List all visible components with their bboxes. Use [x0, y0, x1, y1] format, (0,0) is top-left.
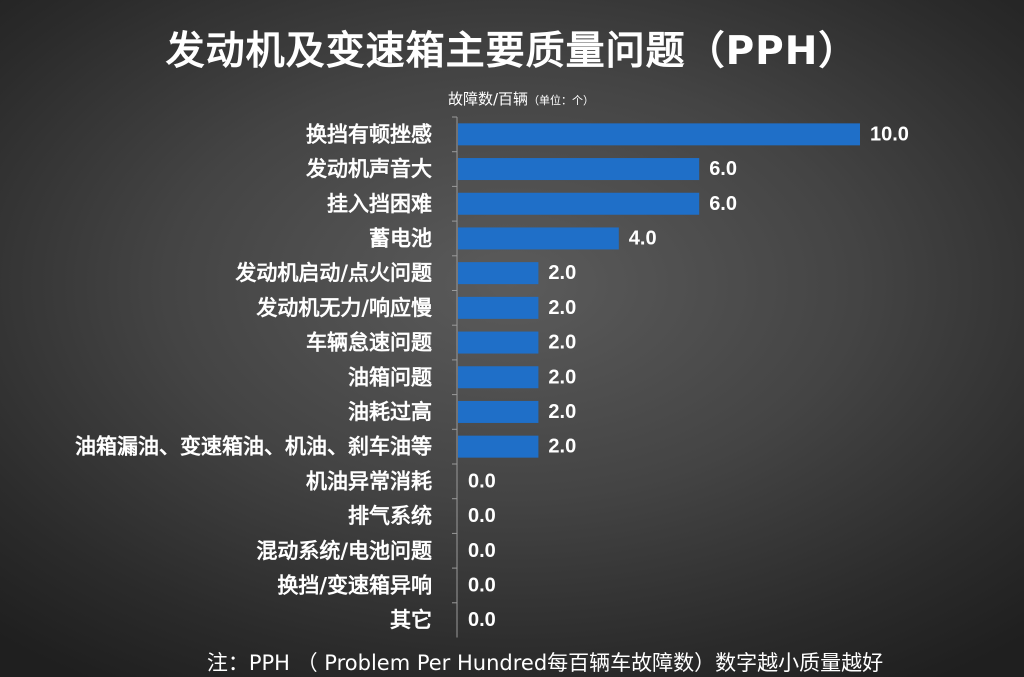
- category-label: 油箱问题: [348, 365, 433, 389]
- category-label: 换挡有顿挫感: [306, 122, 432, 146]
- data-label: 0.0: [468, 574, 496, 596]
- bar: [458, 366, 539, 389]
- category-label: 发动机启动/点火问题: [234, 261, 433, 285]
- category-label: 发动机无力/响应慢: [255, 296, 433, 320]
- category-label: 车辆怠速问题: [306, 331, 433, 355]
- category-label: 排气系统: [348, 504, 432, 528]
- unit-label-note: （单位：个）: [528, 94, 595, 107]
- footnote: 注：PPH （ Problem Per Hundred每百辆车故障数）数字越小质…: [206, 651, 884, 675]
- unit-label-main: 故障数/百辆: [448, 90, 529, 108]
- category-label: 机油异常消耗: [306, 469, 432, 493]
- data-label: 0.0: [468, 540, 496, 562]
- data-label: 0.0: [468, 470, 496, 492]
- bar: [458, 227, 619, 250]
- bar: [458, 331, 539, 354]
- category-label: 发动机声音大: [305, 157, 432, 181]
- data-label: 6.0: [709, 158, 737, 180]
- chart-title: 发动机及变速箱主要质量问题（PPH）: [165, 29, 859, 74]
- category-label: 混动系统/电池问题: [256, 539, 433, 563]
- data-label: 2.0: [548, 332, 576, 354]
- data-label: 2.0: [548, 401, 576, 423]
- data-label: 2.0: [548, 262, 576, 284]
- category-label: 其它: [390, 608, 432, 632]
- bar: [458, 262, 539, 285]
- data-label: 0.0: [468, 505, 496, 527]
- bar: [458, 123, 860, 146]
- data-label: 0.0: [468, 609, 496, 631]
- data-label: 6.0: [709, 193, 737, 215]
- unit-label: 故障数/百辆（单位：个）: [448, 88, 594, 109]
- category-label: 挂入挡困难: [327, 192, 432, 216]
- bar: [458, 192, 700, 215]
- category-label: 油耗过高: [348, 400, 432, 424]
- data-label: 2.0: [548, 436, 576, 458]
- bar: [458, 400, 539, 423]
- bar: [458, 296, 539, 319]
- data-label: 2.0: [548, 366, 576, 388]
- data-label: 4.0: [629, 227, 657, 249]
- data-label: 2.0: [548, 297, 576, 319]
- bar: [458, 435, 539, 458]
- bar: [458, 158, 700, 181]
- data-label: 10.0: [870, 123, 909, 145]
- category-label: 蓄电池: [369, 226, 432, 250]
- category-label: 换挡/变速箱异响: [277, 573, 432, 597]
- category-label: 油箱漏油、变速箱油、机油、刹车油等: [75, 435, 432, 459]
